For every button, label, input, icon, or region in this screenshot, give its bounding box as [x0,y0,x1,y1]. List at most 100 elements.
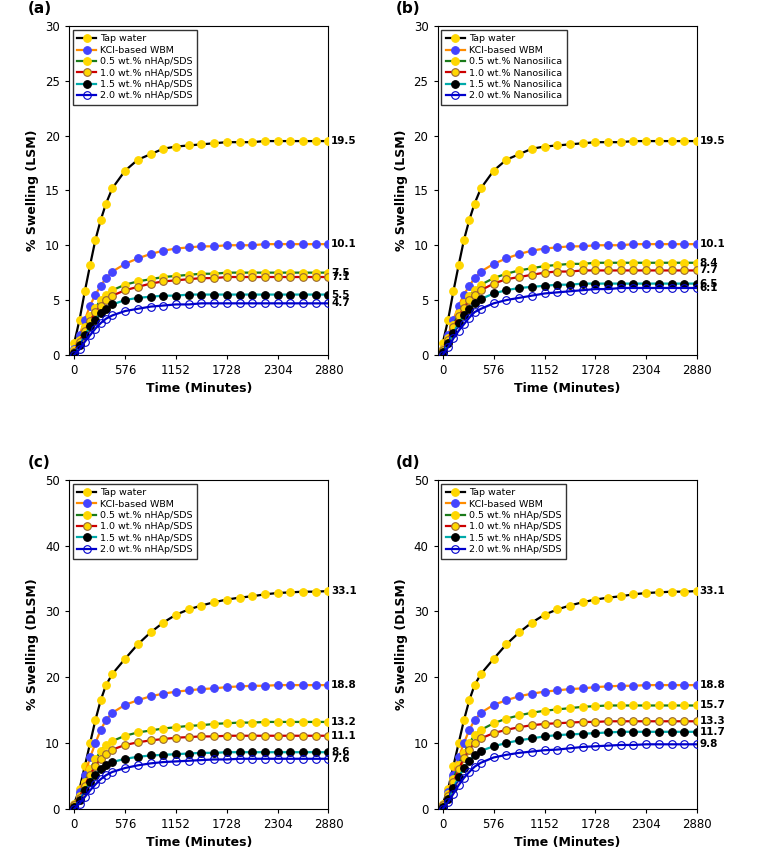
1.0 wt.% nHAp/SDS [324,731,333,741]
Tap water [444,315,453,325]
1.5 wt.% nHAp/SDS [449,783,458,793]
1.5 wt.% Nanosilica [449,328,458,338]
0.5 wt.% nHAp/SDS [235,717,244,727]
0.5 wt.% nHAp/SDS [197,268,206,279]
2.0 wt.% Nanosilica [502,295,511,305]
KCl-based WBM [470,273,480,284]
KCl-based WBM [96,725,105,735]
Legend: Tap water, KCl-based WBM, 0.5 wt.% nHAp/SDS, 1.0 wt.% nHAp/SDS, 1.5 wt.% nHAp/SD: Tap water, KCl-based WBM, 0.5 wt.% nHAp/… [73,484,198,559]
Tap water [654,587,663,598]
KCl-based WBM [324,680,333,690]
2.0 wt.% nHAp/SDS [235,298,244,309]
Tap water [324,136,333,146]
Tap water [91,234,100,245]
0.5 wt.% nHAp/SDS [311,717,320,727]
1.5 wt.% nHAp/SDS [120,295,129,305]
Tap water [552,605,561,615]
KCl-based WBM [502,253,511,264]
1.5 wt.% Nanosilica [438,346,447,356]
1.0 wt.% Nanosilica [565,266,574,277]
0.5 wt.% Nanosilica [679,258,689,268]
0.5 wt.% nHAp/SDS [465,738,474,748]
Tap water [515,149,524,159]
KCl-based WBM [108,708,117,718]
0.5 wt.% nHAp/SDS [286,717,295,727]
0.5 wt.% nHAp/SDS [91,754,100,765]
0.5 wt.% nHAp/SDS [565,703,574,714]
Text: 11.7: 11.7 [699,727,725,737]
KCl-based WBM [108,266,117,277]
Text: 9.8: 9.8 [699,740,718,749]
Tap water [629,589,638,599]
2.0 wt.% nHAp/SDS [438,804,447,814]
KCl-based WBM [540,243,549,253]
2.0 wt.% nHAp/SDS [197,298,206,309]
1.5 wt.% nHAp/SDS [311,290,320,300]
2.0 wt.% nHAp/SDS [502,750,511,760]
KCl-based WBM [299,680,308,690]
1.0 wt.% nHAp/SDS [146,735,155,746]
0.5 wt.% nHAp/SDS [667,701,676,711]
KCl-based WBM [324,239,333,249]
2.0 wt.% nHAp/SDS [286,753,295,764]
KCl-based WBM [286,239,295,249]
1.5 wt.% Nanosilica [629,279,638,289]
KCl-based WBM [515,691,524,702]
1.0 wt.% nHAp/SDS [222,731,231,741]
Line: 1.0 wt.% nHAp/SDS: 1.0 wt.% nHAp/SDS [70,273,332,356]
KCl-based WBM [209,683,218,694]
0.5 wt.% nHAp/SDS [120,731,129,741]
1.0 wt.% nHAp/SDS [460,753,469,763]
Tap water [91,714,100,725]
Text: 7.6: 7.6 [331,753,350,764]
KCl-based WBM [565,684,574,695]
Tap water [247,591,257,601]
1.0 wt.% nHAp/SDS [286,731,295,741]
Tap water [679,136,689,146]
2.0 wt.% Nanosilica [460,319,469,330]
KCl-based WBM [159,689,168,699]
1.5 wt.% nHAp/SDS [222,290,231,300]
Text: 18.8: 18.8 [331,680,357,690]
KCl-based WBM [120,700,129,710]
1.5 wt.% Nanosilica [454,317,463,328]
Line: 1.5 wt.% nHAp/SDS: 1.5 wt.% nHAp/SDS [70,291,332,356]
Line: 0.5 wt.% nHAp/SDS: 0.5 wt.% nHAp/SDS [439,702,701,810]
1.0 wt.% nHAp/SDS [197,273,206,284]
2.0 wt.% nHAp/SDS [222,298,231,309]
Tap water [667,136,676,146]
Tap water [247,137,257,147]
1.5 wt.% nHAp/SDS [86,777,95,787]
Tap water [108,669,117,679]
Tap water [470,198,480,208]
1.5 wt.% nHAp/SDS [654,727,663,737]
KCl-based WBM [527,689,536,699]
0.5 wt.% nHAp/SDS [552,704,561,714]
Tap water [286,136,295,146]
1.0 wt.% nHAp/SDS [642,716,651,727]
Tap water [465,695,474,706]
0.5 wt.% Nanosilica [552,260,561,270]
1.5 wt.% Nanosilica [679,279,689,289]
0.5 wt.% nHAp/SDS [502,714,511,724]
KCl-based WBM [515,249,524,260]
1.0 wt.% nHAp/SDS [629,716,638,727]
Tap water [642,588,651,599]
0.5 wt.% nHAp/SDS [209,268,218,279]
2.0 wt.% Nanosilica [489,298,498,309]
Tap water [80,286,90,297]
2.0 wt.% Nanosilica [449,333,458,343]
0.5 wt.% nHAp/SDS [133,276,142,286]
Tap water [96,215,105,225]
1.5 wt.% nHAp/SDS [209,747,218,758]
KCl-based WBM [465,725,474,735]
1.5 wt.% nHAp/SDS [222,747,231,758]
1.5 wt.% nHAp/SDS [75,795,84,805]
1.5 wt.% nHAp/SDS [444,794,453,804]
KCl-based WBM [197,684,206,695]
Y-axis label: % Swelling (LSM): % Swelling (LSM) [395,130,408,251]
2.0 wt.% Nanosilica [616,283,625,293]
KCl-based WBM [222,240,231,251]
KCl-based WBM [692,239,702,249]
KCl-based WBM [133,253,142,264]
